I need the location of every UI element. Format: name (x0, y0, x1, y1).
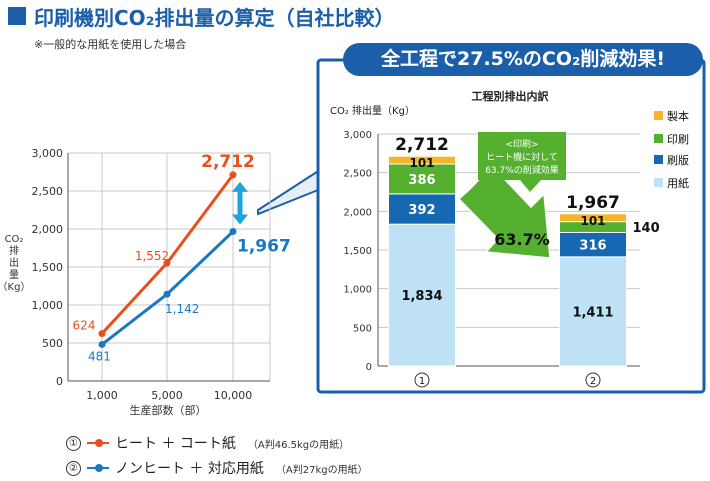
y-tick-label: 3,000 (343, 130, 372, 141)
segment-label: 1,411 (572, 305, 613, 320)
legend-item-heat: ① ヒート ＋ コート紙 （A判46.5kgの用紙） (66, 433, 349, 453)
y-tick-label: 2,000 (32, 223, 64, 236)
legend-swatch (654, 155, 663, 164)
bar-segment (388, 155, 456, 165)
legend-label: 刷版 (667, 153, 689, 167)
legend-note: （A判46.5kgの用紙） (247, 439, 350, 451)
legend-item-nonheat: ② ノンヒート ＋ 対応用紙 （A判27kgの用紙） (66, 458, 368, 478)
y-tick-label: 1,000 (32, 299, 64, 312)
y-axis-label-part: 出 (9, 256, 19, 269)
y-tick-label: 500 (353, 323, 372, 334)
legend-label: 用紙 (667, 176, 689, 190)
y-tick-label: 0 (56, 375, 63, 388)
y-tick-label: 0 (366, 362, 372, 373)
bar-chart-title: 工程別排出内訳 (472, 89, 550, 103)
reduction-rate-label: 63.7% (494, 230, 550, 249)
data-label: 2,712 (201, 152, 255, 172)
legend-number: ① (66, 435, 81, 451)
y-tick-label: 2,500 (343, 169, 372, 180)
legend-note: （A判27kgの用紙） (275, 464, 368, 476)
print-note-line-1: <印刷> (505, 138, 538, 150)
data-label: 1,142 (165, 302, 199, 316)
callout-title: 全工程で27.5%のCO₂削減効果! (381, 48, 665, 70)
blue-line-marker-icon (87, 464, 109, 472)
legend-label: ヒート ＋ コート紙 (115, 436, 236, 452)
y-tick-label: 3,000 (32, 147, 64, 160)
y-tick-label: 1,000 (343, 285, 372, 296)
segment-label: 1,834 (401, 289, 442, 304)
x-axis-label: 生産部数（部） (130, 403, 207, 417)
segment-label: 140 (633, 221, 660, 236)
title-marker (8, 7, 26, 25)
bar-segment (559, 213, 627, 223)
stacked-bar-chart: 工程別排出内訳 CO₂ 排出量（Kg） 0 500 1,000 1,500 2,000 2,5… (330, 89, 689, 388)
y-axis-label-part: 量 (9, 269, 19, 281)
segment-label: 101 (409, 156, 434, 170)
callout-title-banner (343, 43, 703, 76)
segment-label: 101 (580, 214, 605, 228)
data-point (229, 228, 237, 236)
legend-label: 製本 (667, 109, 689, 123)
y-axis-label: CO₂ 排出量（Kg） (0, 234, 30, 293)
y-axis-label-part: （Kg） (0, 281, 30, 293)
y-axis-label-part: CO₂ (5, 234, 24, 245)
category-marker (414, 372, 430, 388)
x-tick-label: 5,000 (151, 389, 183, 402)
difference-arrow-head (232, 214, 248, 225)
data-point (163, 259, 171, 267)
segment-label: 386 (408, 173, 435, 188)
legend-swatch (654, 178, 663, 187)
page-note: ※一般的な用紙を使用した場合 (34, 38, 187, 51)
data-point (163, 290, 171, 298)
legend-swatch (654, 134, 663, 143)
difference-arrow-head (232, 181, 248, 192)
bar-total-label: 2,712 (395, 135, 449, 155)
y-tick-label: 1,500 (32, 261, 64, 274)
y-axis-label-part: 排 (9, 244, 19, 257)
data-label: 481 (88, 349, 111, 363)
data-point (98, 330, 106, 338)
legend-swatch (654, 111, 663, 120)
print-note-line-3: 63.7%の削減効果 (485, 164, 559, 176)
bar-segment (559, 231, 627, 258)
legend-label: ノンヒート ＋ 対応用紙 (115, 461, 264, 477)
bar-segment (388, 223, 456, 367)
data-label: 1,552 (135, 249, 169, 263)
bar-segment (559, 256, 627, 367)
bar-chart-y-axis-label: CO₂ 排出量（Kg） (330, 104, 415, 117)
data-point (229, 171, 237, 179)
bar-segment (388, 193, 456, 225)
x-tick-label: 1 (419, 376, 425, 387)
page-title: 印刷機別CO₂排出量の算定（自社比較） (34, 6, 395, 30)
legend-number: ② (66, 460, 81, 476)
y-tick-label: 2,500 (32, 185, 64, 198)
print-note-line-2: ヒート機に対して (486, 151, 558, 163)
bar-segment (388, 163, 456, 195)
x-tick-label: 10,000 (214, 389, 253, 402)
legend-label: 印刷 (667, 133, 689, 146)
data-point (98, 340, 106, 348)
y-tick-label: 500 (42, 337, 63, 350)
y-tick-label: 2,000 (343, 207, 372, 218)
bar-total-label: 1,967 (566, 193, 620, 213)
print-note-balloon (478, 132, 566, 192)
line-chart: 0 500 1,000 1,500 2,000 2,500 3,000 1,000 5,000 1… (0, 147, 291, 417)
orange-line-marker-icon (87, 439, 109, 447)
category-marker (585, 372, 601, 388)
segment-label: 392 (408, 203, 435, 218)
data-label: 624 (73, 319, 96, 333)
data-label: 1,967 (237, 237, 291, 257)
segment-label: 316 (579, 239, 606, 254)
x-tick-label: 1,000 (86, 389, 118, 402)
x-tick-label: 2 (590, 376, 596, 387)
y-tick-label: 1,500 (343, 246, 372, 257)
